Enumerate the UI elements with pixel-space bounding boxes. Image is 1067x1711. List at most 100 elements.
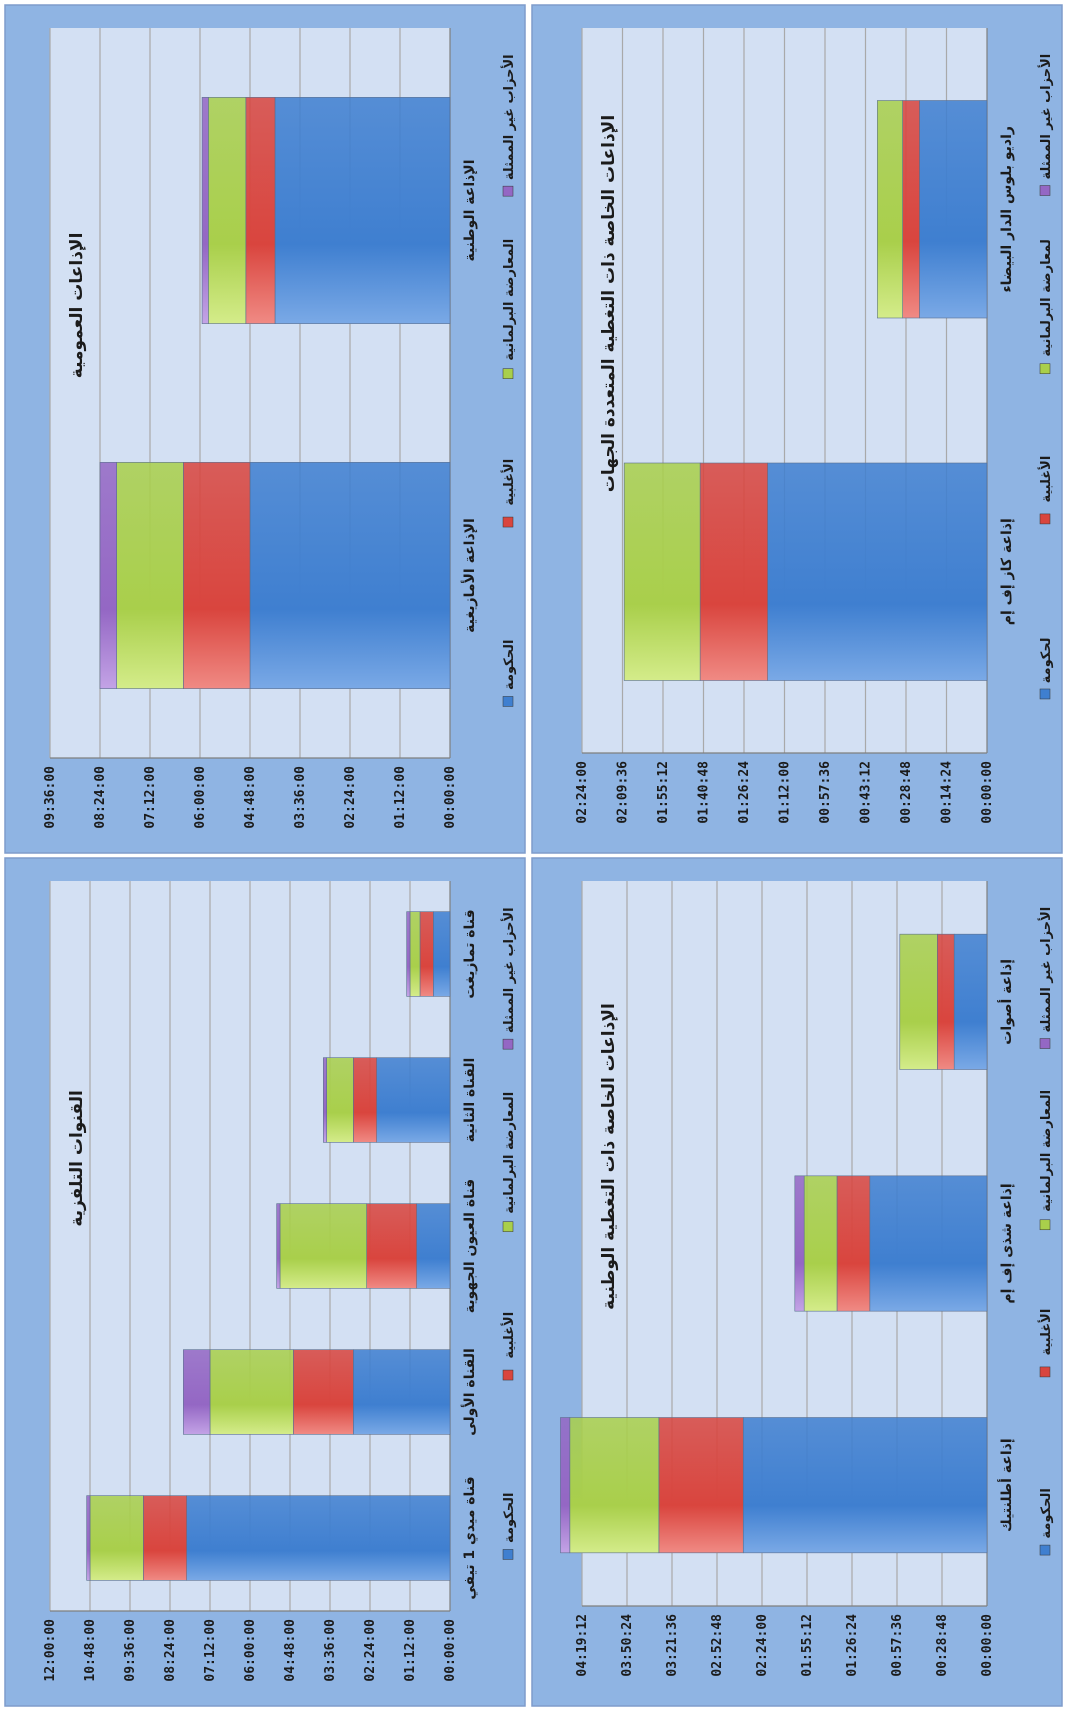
y-tick-label: 07:12:00 bbox=[143, 766, 158, 829]
bar-gov bbox=[186, 1495, 451, 1581]
legend-swatch-gov bbox=[502, 696, 514, 707]
legend-swatch-majority bbox=[502, 516, 514, 528]
y-tick-label: 06:00:00 bbox=[193, 766, 208, 829]
legend-label: الأحزاب غير الممثلة bbox=[500, 907, 517, 1033]
y-tick-label: 09:36:00 bbox=[43, 766, 58, 829]
y-tick-label: 07:12:00 bbox=[203, 1619, 218, 1682]
x-category-label: قناة العيون الجهوية bbox=[462, 1179, 478, 1313]
legend-swatch-nonrep bbox=[1039, 1038, 1051, 1049]
bar-opposition bbox=[877, 100, 903, 319]
legend-label: الأغلبية bbox=[500, 459, 517, 506]
bar-majority bbox=[937, 933, 955, 1070]
chart-panel-3: 00:00:00 00:28:48 00:57:36 01:26:24 01:55:12… bbox=[531, 857, 1063, 1707]
y-tick-label: 02:24:00 bbox=[575, 761, 590, 824]
legend-swatch-gov bbox=[502, 1549, 514, 1560]
legend-label: الحكومة bbox=[502, 640, 517, 690]
bar-gov bbox=[274, 97, 451, 324]
legend-label: الأغلبية bbox=[500, 1312, 517, 1359]
y-tick-label: 09:36:00 bbox=[123, 1619, 138, 1682]
legend-label: الحكومة bbox=[502, 1493, 517, 1543]
bar-nonrep bbox=[86, 1495, 91, 1581]
y-tick-label: 03:50:24 bbox=[620, 1614, 635, 1677]
bar-opposition bbox=[326, 1057, 354, 1143]
bar-majority bbox=[419, 911, 434, 997]
legend-label: الحكومة bbox=[1039, 1488, 1054, 1538]
y-tick-label: 08:24:00 bbox=[163, 1619, 178, 1682]
bar-gov bbox=[353, 1349, 451, 1435]
y-tick-label: 02:24:00 bbox=[755, 1614, 770, 1677]
bar-opposition bbox=[409, 911, 421, 997]
y-tick-label: 04:19:12 bbox=[575, 1614, 590, 1677]
bar-majority bbox=[902, 100, 920, 319]
bar-gov bbox=[249, 462, 451, 689]
y-tick-label: 00:28:48 bbox=[935, 1614, 950, 1677]
y-tick-label: 01:12:00 bbox=[778, 761, 793, 824]
legend-label: الأحزاب غير الممثلة bbox=[1037, 907, 1054, 1033]
legend-label: الأحزاب غير الممثلة bbox=[500, 54, 517, 180]
bar-opposition bbox=[208, 97, 247, 324]
x-category-label: راديو بلوس الدار البيضاء bbox=[999, 126, 1015, 292]
bar-opposition bbox=[116, 462, 184, 689]
y-tick-label: 00:00:00 bbox=[443, 1619, 458, 1682]
x-category-label: القناة الثانية bbox=[462, 1058, 478, 1143]
bar-opposition bbox=[209, 1349, 294, 1435]
bar-majority bbox=[658, 1417, 744, 1554]
bar-nonrep bbox=[183, 1349, 211, 1435]
legend-label: الأغلبية bbox=[1037, 1309, 1054, 1356]
chart-title: الإذاعات الخاصة ذات التغطية الوطنية bbox=[599, 1003, 619, 1310]
y-tick-label: 12:00:00 bbox=[43, 1619, 58, 1682]
x-category-label: إذاعة شذى إف إم bbox=[999, 1183, 1015, 1303]
bar-nonrep bbox=[794, 1175, 805, 1312]
bar-opposition bbox=[89, 1495, 144, 1581]
y-tick-label: 00:00:00 bbox=[443, 766, 458, 829]
chart-panel-2: 00:00:00 01:12:00 02:24:00 03:36:00 04:48:00… bbox=[4, 4, 526, 854]
x-category-label: قناة تمازيغت bbox=[462, 909, 478, 998]
legend-swatch-nonrep bbox=[1039, 185, 1051, 196]
legend-swatch-majority bbox=[502, 1369, 514, 1381]
legend-swatch-gov bbox=[1039, 1544, 1051, 1556]
bar-gov bbox=[416, 1203, 451, 1289]
chart-title: الإذاعات العمومية bbox=[67, 233, 87, 379]
bar-majority bbox=[183, 462, 251, 689]
bar-majority bbox=[366, 1203, 417, 1289]
legend-label: المعارضة البرلمانية bbox=[1039, 1090, 1054, 1212]
y-tick-label: 02:24:00 bbox=[343, 766, 358, 829]
legend-label: الأحزاب غير الممثلة bbox=[1037, 54, 1054, 180]
bar-gov bbox=[376, 1057, 451, 1143]
bar-opposition bbox=[899, 933, 938, 1070]
x-category-label: إذاعة أصوات bbox=[997, 959, 1015, 1045]
y-tick-label: 02:52:48 bbox=[710, 1614, 725, 1677]
y-tick-label: 04:48:00 bbox=[243, 766, 258, 829]
legend-label: لمعارضة البرلمانية bbox=[1039, 239, 1054, 357]
legend-swatch-opposition bbox=[502, 368, 514, 379]
legend-swatch-gov bbox=[1039, 688, 1051, 700]
y-tick-label: 03:36:00 bbox=[293, 766, 308, 829]
legend-label: لحكومة bbox=[1039, 637, 1054, 683]
bar-nonrep bbox=[560, 1417, 571, 1554]
x-category-label: قناة ميدي 1 تيفي bbox=[462, 1476, 479, 1599]
y-tick-label: 01:55:12 bbox=[800, 1614, 815, 1677]
x-category-label: القناة الأولى bbox=[461, 1348, 478, 1436]
x-category-label: إذاعة كاز إف إم bbox=[999, 518, 1015, 625]
legend-swatch-majority bbox=[1039, 1366, 1051, 1378]
bar-majority bbox=[143, 1495, 187, 1581]
bar-gov bbox=[767, 462, 988, 681]
chart-panel-4: 00:00:00 00:14:24 00:28:48 00:43:12 00:57:36… bbox=[531, 4, 1063, 854]
y-tick-label: 01:26:24 bbox=[737, 761, 752, 824]
y-tick-label: 02:09:36 bbox=[616, 761, 631, 824]
chart-panel-1: 00:00:00 01:12:00 02:24:00 03:36:00 04:48:00… bbox=[4, 857, 526, 1707]
legend-label: المعارضة البرلمانية bbox=[502, 1092, 517, 1214]
legend-label: المعارضة البرلمانية bbox=[502, 239, 517, 361]
legend-swatch-nonrep bbox=[502, 1038, 514, 1050]
y-tick-label: 00:43:12 bbox=[859, 761, 874, 824]
bar-majority bbox=[699, 462, 768, 681]
legend-swatch-opposition bbox=[1039, 363, 1051, 374]
y-tick-label: 04:48:00 bbox=[283, 1619, 298, 1682]
y-tick-label: 00:57:36 bbox=[890, 1614, 905, 1677]
bar-nonrep bbox=[323, 1057, 327, 1143]
bar-gov bbox=[919, 100, 988, 319]
x-category-label: الإذاعة الوطنية bbox=[462, 159, 478, 261]
legend-swatch-majority bbox=[1039, 513, 1051, 525]
y-tick-label: 01:12:00 bbox=[403, 1619, 418, 1682]
